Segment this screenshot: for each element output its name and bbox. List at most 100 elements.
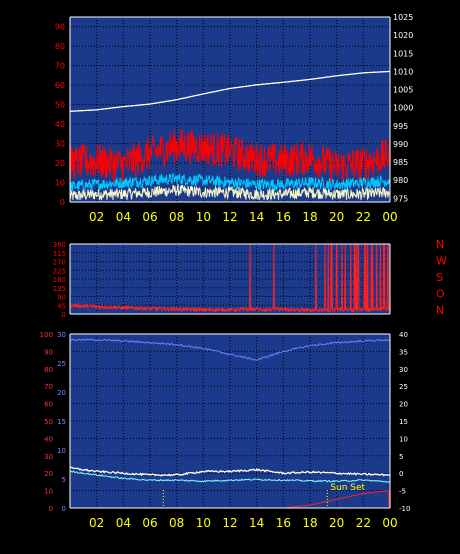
y-tick-label-left: 270 [53,259,66,267]
time-tick-label: 10 [196,210,211,224]
temperature-label: Temperatur [311,320,376,333]
y-tick-label-left: 80 [55,42,65,51]
time-tick-label: 14 [249,516,264,530]
rain-tick-label: 80 [44,366,53,374]
humidity-tick-label: 10 [57,447,66,455]
y-tick-label-left: 180 [53,276,66,284]
time-tick-label: 20 [329,516,344,530]
direction-label: N [436,238,444,251]
y-tick-label-right: 1010 [393,67,413,76]
y-tick-label-left: 50 [55,101,65,110]
rain-tick-label: 40 [44,435,53,443]
panel-grid [70,17,390,202]
time-axis: 02 04 06 08 10 12 14 16 18 20 22 00 [89,516,398,530]
y-tick-label-left: 315 [53,250,66,258]
panel-grid [70,334,390,508]
time-tick-label: 14 [249,210,264,224]
y-tick-label-left: 90 [55,23,65,32]
temperature-tick-label: 15 [399,418,408,426]
y-tick-label-left: 70 [55,62,65,71]
time-tick-label: 06 [142,210,157,224]
y-tick-label-right: 980 [393,176,408,185]
temp-humidity-panel: 0 10 20 30 40 50 60 70 80 90 100 0 5 10 15 20 25 30 -10 -5 0… [40,331,411,513]
humidity-tick-label: 25 [57,360,66,368]
wind-series-2 [69,171,391,192]
y-tick-label-left: 30 [55,140,65,149]
direction-label: N [436,304,444,317]
time-tick-label: 08 [169,210,184,224]
y-tick-label-left: 10 [55,179,65,188]
rain-tick-label: 60 [44,401,53,409]
time-tick-label: 12 [222,516,237,530]
temperature-tick-label: 25 [399,383,408,391]
time-tick-label: 16 [276,516,291,530]
y-tick-label-left: 360 [53,241,66,249]
time-tick-label: 06 [142,516,157,530]
y-tick-label-right: 995 [393,122,408,131]
wind-pressure-panel: 0102030405060708090975980985990995100010… [55,13,414,207]
y-tick-label-right: 1005 [393,86,413,95]
time-tick-label: 10 [196,516,211,530]
rain-tick-label: 30 [44,453,53,461]
time-tick-label: 04 [116,516,131,530]
panel-grid [70,244,390,314]
rain-tick-label: 90 [44,348,53,356]
humidity-tick-label: 0 [62,505,66,513]
time-tick-label: 08 [169,516,184,530]
time-tick-label: 18 [302,516,317,530]
y-tick-label-left: 225 [53,267,66,275]
wind-series-1 [69,129,391,182]
temperature-tick-label: 5 [399,453,403,461]
time-tick-label: 22 [356,210,371,224]
humidity-tick-label: 20 [57,389,66,397]
temperature-tick-label: 35 [399,348,408,356]
rain-tick-label: 0 [49,505,53,513]
dewpoint-label: Taupunkt [407,320,459,333]
direction-label: S [436,271,443,284]
rain-label: Regen [1,320,36,333]
time-tick-label: 20 [329,210,344,224]
header-left-label: Windstärke [2,1,64,14]
y-tick-label-left: 135 [53,285,66,293]
panel-axes: 0102030405060708090975980985990995100010… [55,13,414,207]
y-tick-label-left: 60 [55,81,65,90]
series-2 [69,470,391,483]
panel-series [69,70,391,202]
temperature-tick-label: 40 [399,331,408,339]
y-tick-label-left: 40 [55,120,65,129]
rain-tick-label: 50 [44,418,53,426]
y-tick-label-right: 1020 [393,31,413,40]
humidity-tick-label: 5 [62,476,66,484]
time-axis: 02 04 06 08 10 12 14 16 18 20 22 00 [89,210,398,224]
time-tick-label: 00 [382,516,397,530]
y-tick-label-left: 90 [57,294,66,302]
temperature-tick-label: 10 [399,435,408,443]
panel-axes: 0 10 20 30 40 50 60 70 80 90 100 0 5 10 15 20 25 30 -10 -5 0… [40,331,411,513]
temperature-tick-label: -5 [399,488,406,496]
direction-label: O [436,288,445,301]
time-tick-label: 02 [89,516,104,530]
direction-label: W [436,255,447,268]
time-tick-label: 12 [222,210,237,224]
y-tick-label-right: 990 [393,140,408,149]
sunset-annotation: Sun Set [330,483,365,493]
series-0 [69,338,391,362]
y-tick-label-right: 985 [393,158,408,167]
time-tick-label: 18 [302,210,317,224]
temperature-tick-label: -10 [399,505,410,513]
humidity-tick-label: 15 [57,418,66,426]
time-tick-label: 00 [382,210,397,224]
y-tick-label-left: 20 [55,159,65,168]
temperature-tick-label: 0 [399,470,403,478]
humidity-label: Luftfeuchte [66,320,129,333]
rain-tick-label: 20 [44,470,53,478]
temperature-tick-label: 30 [399,366,408,374]
y-tick-label-right: 1025 [393,13,413,22]
y-tick-label-left: 0 [62,311,66,319]
header-title: 24 hour graph day : April 01 2022 [157,1,344,14]
time-tick-label: 16 [276,210,291,224]
y-tick-label-right: 1015 [393,49,413,58]
